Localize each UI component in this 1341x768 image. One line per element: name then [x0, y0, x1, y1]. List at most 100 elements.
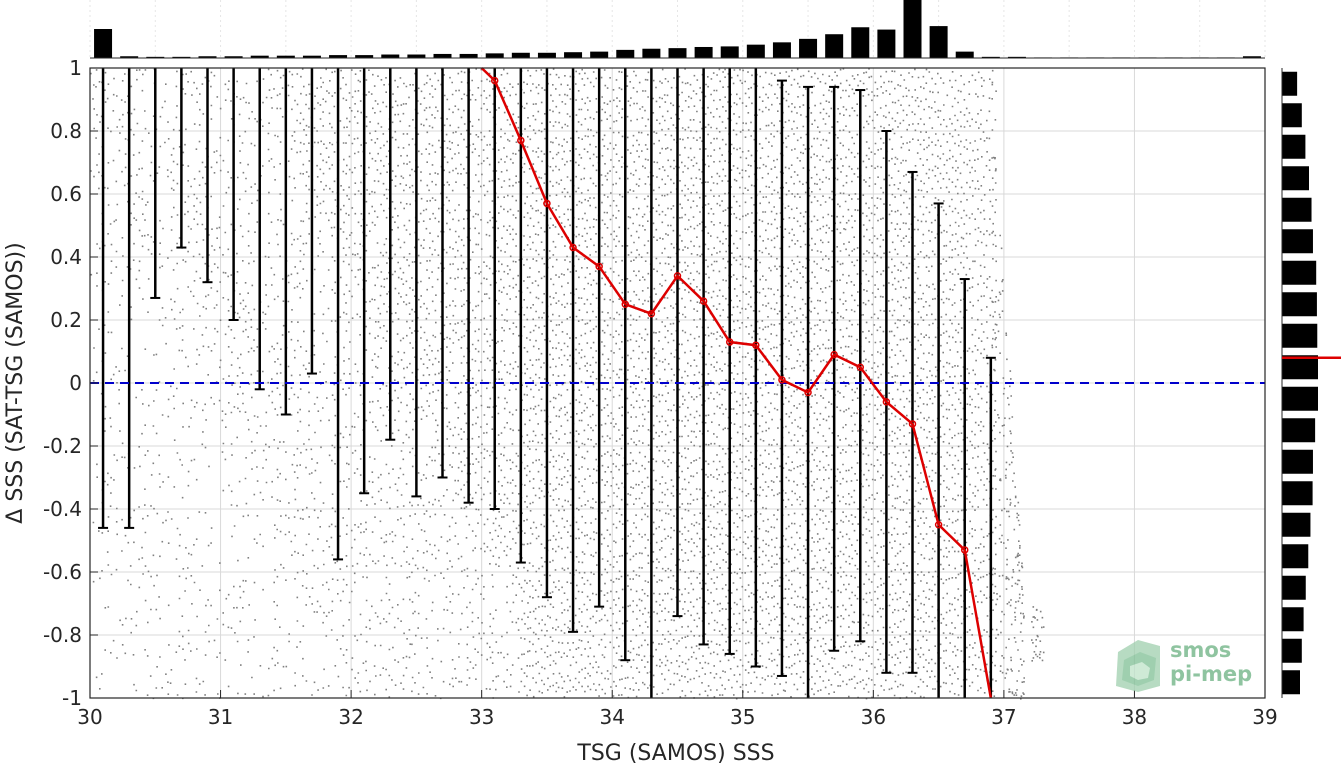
error-bar	[228, 68, 239, 321]
error-bar	[359, 68, 370, 495]
right-hist-bar	[1282, 260, 1317, 285]
error-bar	[568, 68, 579, 633]
error-bar	[437, 68, 448, 479]
top-hist-bar	[94, 29, 113, 58]
y-tick-label: 0.6	[50, 182, 82, 206]
y-tick-label: 0	[69, 371, 82, 395]
top-hist-bar	[929, 26, 948, 58]
median-marker	[908, 420, 917, 428]
right-hist-bar	[1282, 512, 1311, 537]
right-hist-bar	[1282, 481, 1313, 506]
right-hist-bar	[1282, 544, 1309, 569]
y-tick-label: -0.4	[43, 497, 82, 521]
median-marker	[595, 262, 603, 271]
top-hist-bar	[433, 53, 452, 58]
x-tick-label: 39	[1252, 705, 1277, 729]
top-hist-bar	[329, 55, 348, 58]
top-hist-bar	[877, 29, 896, 58]
right-hist-bar	[1282, 607, 1304, 632]
x-tick-label: 32	[338, 705, 363, 729]
x-tick-labels: 30 31 32 33 34 35 36 37 38 39	[77, 690, 1278, 729]
top-hist-bar	[224, 56, 243, 58]
right-histogram	[1281, 68, 1341, 698]
error-bar	[724, 68, 735, 655]
y-tick-labels: 1 0.8 0.6 0.4 0.2 0 -0.2 -0.4 -0.6 -0.8 -1	[43, 56, 98, 710]
right-hist-bar	[1282, 229, 1313, 254]
top-hist-bar	[1007, 56, 1026, 58]
top-hist-bar	[590, 51, 609, 58]
top-hist-bar	[825, 34, 844, 58]
error-bar	[176, 68, 187, 249]
median-marker	[778, 376, 786, 384]
right-hist-bar	[1282, 638, 1302, 663]
top-hist-bar	[564, 52, 583, 58]
y-tick-label: -0.2	[43, 434, 82, 458]
right-hist-bar	[1282, 418, 1316, 443]
error-bar	[515, 68, 526, 564]
error-bar	[98, 68, 109, 529]
error-bar	[933, 202, 944, 698]
top-hist-bar	[694, 46, 713, 58]
error-bar	[385, 68, 396, 441]
median-marker	[856, 363, 865, 371]
logo-emblem	[1116, 640, 1160, 692]
top-hist-bar	[642, 48, 661, 58]
error-bar	[959, 278, 970, 698]
median-marker	[517, 136, 525, 145]
top-hist-bar	[903, 0, 922, 58]
y-tick-label: -0.8	[43, 623, 82, 647]
right-hist-bar	[1282, 103, 1302, 128]
y-tick-label: 0.8	[50, 119, 82, 143]
error-bar	[489, 68, 500, 510]
logo-text-pimep: pi-mep	[1170, 662, 1252, 686]
error-bar	[254, 68, 265, 391]
smos-pimep-logo: smos pi-mep	[1116, 638, 1252, 692]
x-tick-label: 34	[599, 705, 624, 729]
right-hist-bar	[1282, 575, 1306, 600]
median-path	[480, 67, 993, 699]
top-hist-bar	[381, 54, 400, 58]
median-marker	[543, 199, 551, 208]
error-bar	[985, 356, 996, 698]
right-hist-bar	[1282, 166, 1309, 191]
top-hist-bar	[120, 56, 139, 58]
y-tick-label: -0.6	[43, 560, 82, 584]
x-tick-label: 38	[1122, 705, 1147, 729]
y-tick-label: -1	[62, 686, 82, 710]
error-bar	[150, 68, 161, 299]
error-bar	[306, 68, 317, 375]
median-marker	[699, 297, 708, 305]
error-bar	[280, 68, 291, 416]
top-hist-bar	[198, 56, 217, 58]
x-tick-label: 33	[469, 705, 494, 729]
error-bar	[463, 68, 474, 504]
top-hist-bar	[146, 56, 165, 58]
top-hist-bar	[355, 55, 374, 58]
top-hist-bar	[1242, 56, 1261, 58]
right-hist-bar	[1282, 449, 1313, 474]
top-hist-bar	[276, 55, 295, 58]
top-hist-bar	[172, 56, 191, 58]
error-bar	[124, 68, 135, 529]
error-bars	[98, 68, 996, 698]
median-marker	[830, 350, 838, 359]
top-hist-bar	[772, 42, 791, 58]
top-histogram	[89, 0, 1266, 59]
error-bar	[541, 68, 552, 599]
main-plot: 30 31 32 33 34 35 36 37 38 39 1 0.8 0.6 0.4 0.2 0 -0.2 -…	[43, 56, 1278, 729]
error-bar	[620, 68, 631, 662]
error-bar	[750, 68, 761, 668]
top-hist-bar	[720, 46, 739, 58]
median-marker	[882, 398, 891, 406]
median-marker	[647, 309, 656, 318]
right-hist-bar	[1282, 134, 1306, 159]
top-hist-bar	[851, 27, 870, 58]
error-bar	[202, 68, 213, 284]
y-tick-label: 0.2	[50, 308, 82, 332]
top-hist-bar	[302, 55, 321, 58]
right-hist-bar	[1282, 71, 1298, 96]
error-bar	[672, 68, 683, 618]
top-hist-bar	[459, 53, 478, 58]
median-marker	[752, 341, 760, 349]
